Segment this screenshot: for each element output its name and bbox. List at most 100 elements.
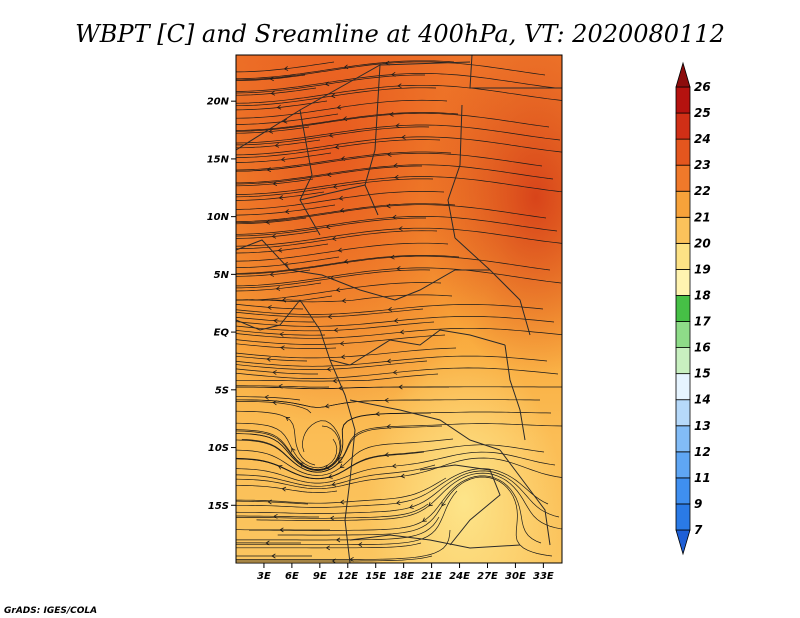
streamline-arrow — [331, 236, 337, 241]
lat-tick-label: 5S — [215, 385, 229, 396]
colorbar-segment — [675, 216, 691, 244]
streamline — [236, 347, 457, 359]
streamline — [236, 254, 460, 274]
streamline — [236, 458, 327, 480]
streamline-arrow — [280, 345, 285, 351]
streamline-arrow — [384, 397, 389, 403]
streamline-arrow — [386, 358, 392, 364]
streamline — [236, 484, 338, 493]
streamline — [236, 368, 318, 375]
streamline-arrow — [375, 411, 380, 417]
colorbar-label: 14 — [694, 393, 711, 407]
lon-tick-label: 24E — [449, 571, 470, 582]
streamline-arrow — [281, 297, 287, 303]
streamline — [236, 367, 559, 379]
lat-tick-label: 15N — [207, 154, 230, 165]
lon-tick-label: 9E — [313, 571, 327, 582]
streamline-arrow — [283, 66, 289, 71]
colorbar-arrow-high — [675, 61, 691, 88]
streamline-arrow — [282, 118, 288, 124]
lat-tick-label: 20N — [207, 97, 230, 108]
lon-tick-label: 15E — [365, 571, 386, 582]
streamline — [236, 468, 549, 508]
border-line — [419, 464, 501, 546]
lon-tick-label: 12E — [337, 571, 358, 582]
streamline-arrow — [285, 416, 291, 422]
streamline-arrow — [409, 504, 414, 509]
streamline — [236, 386, 562, 390]
streamline-arrow — [325, 545, 331, 551]
colorbar-label: 18 — [694, 288, 711, 302]
streamline — [236, 74, 425, 94]
country-borders — [236, 55, 562, 563]
streamline-arrow — [387, 306, 393, 312]
streamline-arrow — [399, 329, 405, 335]
streamline — [236, 99, 448, 119]
map-panel — [236, 55, 562, 563]
streamline-arrow — [284, 209, 290, 214]
colorbar-label: 19 — [694, 262, 711, 276]
streamline — [236, 230, 438, 250]
streamline-arrow — [342, 116, 348, 122]
streamline-arrow — [336, 104, 342, 110]
colorbar-label: 20 — [694, 236, 711, 250]
streamline-arrow — [335, 537, 341, 543]
streamline — [236, 204, 547, 224]
streamline-arrow — [271, 553, 276, 559]
border-line — [299, 184, 366, 201]
streamline-arrow — [428, 501, 433, 507]
border-line — [454, 237, 531, 336]
streamline-arrow — [275, 286, 281, 291]
streamline-arrow — [334, 144, 340, 150]
colorbar-segment — [675, 269, 691, 296]
streamline — [236, 242, 449, 262]
streamline-arrow — [339, 463, 345, 469]
latitude-axis: 20N 15N 10N 5N EQ 5S 10S 15S — [207, 97, 236, 512]
colorbar-segment — [675, 164, 691, 192]
streamline — [236, 438, 454, 476]
colorbar-label: 15 — [694, 367, 711, 381]
streamline-arrow — [272, 181, 278, 186]
colorbar-label: 25 — [694, 106, 711, 120]
streamline — [236, 73, 557, 92]
streamline — [236, 410, 316, 466]
border-line — [499, 449, 551, 546]
lon-tick-label: 3E — [257, 571, 271, 582]
streamline — [236, 112, 550, 132]
streamline-arrow — [265, 540, 270, 546]
streamline-arrow — [332, 378, 337, 384]
streamline-arrow — [273, 318, 278, 324]
colorbar-segment — [675, 347, 691, 375]
streamline — [236, 422, 338, 469]
map-title: WBPT [C] and Sreamline at 400hPa, VT: 20… — [75, 20, 725, 48]
lon-tick-label: 18E — [393, 571, 414, 582]
streamline — [236, 500, 309, 505]
border-line — [299, 299, 351, 366]
streamline-arrow — [267, 499, 272, 505]
streamline-arrow — [324, 464, 330, 470]
streamline — [236, 515, 319, 518]
streamline-arrow — [341, 298, 347, 304]
streamline-arrow — [389, 111, 394, 117]
streamline — [236, 355, 548, 367]
streamline — [236, 516, 440, 541]
colorbar-segment — [675, 425, 691, 453]
streamline-arrow — [441, 501, 446, 507]
streamline — [236, 343, 337, 349]
streamline-arrow — [281, 486, 287, 492]
streamline-arrow — [273, 513, 278, 519]
streamline — [236, 355, 308, 362]
streamline-arrow — [266, 356, 271, 362]
colorbar-label: 17 — [694, 315, 711, 329]
lat-tick-label: 10N — [207, 212, 230, 223]
streamline-arrow — [278, 195, 284, 200]
border-line — [394, 269, 490, 301]
colorbar-segment — [675, 399, 691, 427]
colorbar-label: 21 — [694, 210, 711, 224]
streamline — [236, 269, 311, 277]
streamline — [236, 373, 439, 382]
streamline — [236, 227, 562, 247]
streamline-arrow — [357, 542, 363, 547]
streamline — [236, 230, 318, 239]
border-line — [236, 299, 301, 331]
